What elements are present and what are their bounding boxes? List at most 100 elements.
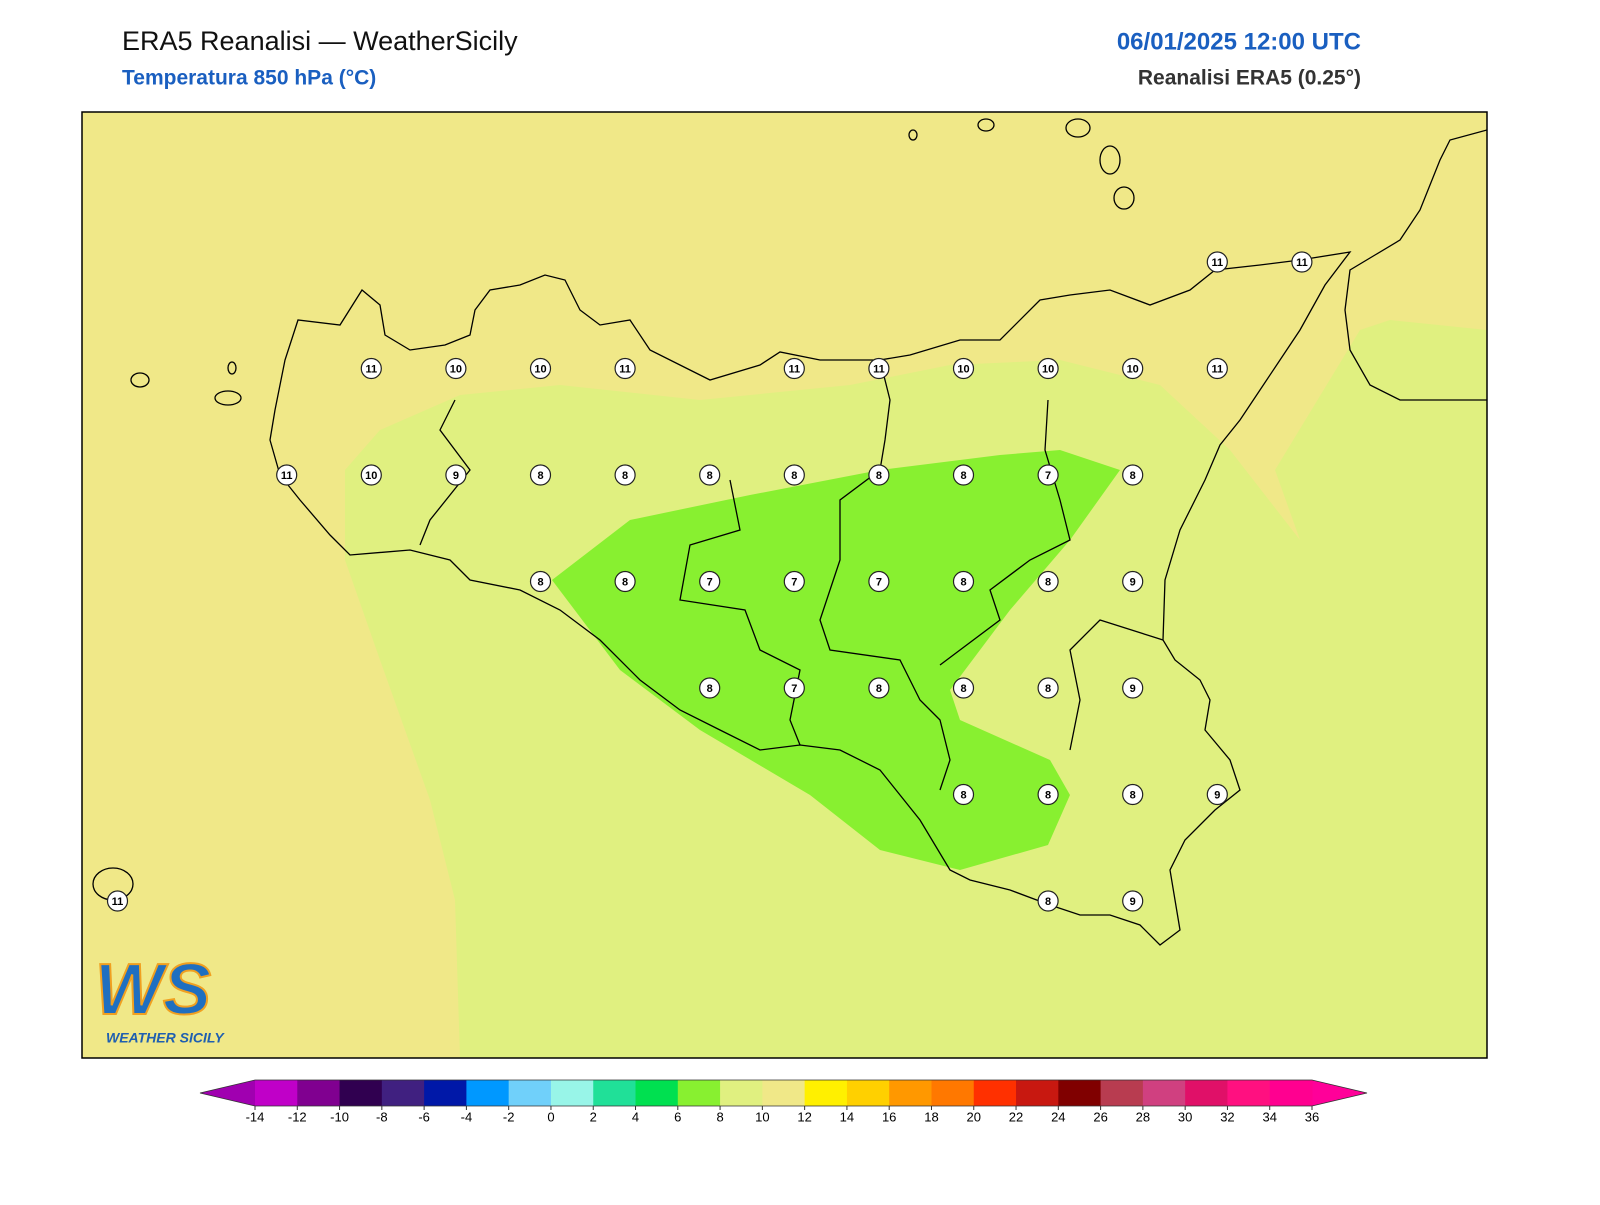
grid-point bbox=[1037, 570, 1059, 593]
grid-value: 8 bbox=[876, 470, 882, 482]
grid-point bbox=[445, 357, 467, 380]
grid-value: 8 bbox=[960, 789, 966, 801]
colorbar-segment bbox=[424, 1080, 467, 1106]
colorbar-tick-label: 16 bbox=[882, 1109, 896, 1124]
island bbox=[977, 118, 995, 132]
grid-value: 8 bbox=[1045, 896, 1051, 908]
grid-point bbox=[1037, 357, 1059, 380]
grid-point bbox=[783, 464, 805, 486]
grid-point bbox=[614, 570, 636, 593]
grid-value: 8 bbox=[707, 470, 713, 482]
grid-value: 10 bbox=[365, 470, 377, 482]
colorbar-segment bbox=[1100, 1080, 1144, 1106]
colorbar-segment bbox=[1269, 1080, 1313, 1106]
colorbar-segment bbox=[635, 1080, 679, 1106]
colorbar-tick-label: 8 bbox=[716, 1109, 723, 1124]
grid-value: 9 bbox=[1130, 683, 1136, 695]
grid-value: 8 bbox=[1045, 683, 1051, 695]
island bbox=[130, 372, 150, 388]
grid-point bbox=[1122, 890, 1144, 912]
grid-value: 11 bbox=[619, 363, 631, 375]
grid-value: 10 bbox=[450, 363, 462, 375]
colorbar-tick-label: -2 bbox=[503, 1109, 515, 1124]
colorbar-segment bbox=[973, 1080, 1017, 1106]
calabria-coast bbox=[1344, 129, 1487, 401]
colorbar-segment bbox=[846, 1080, 890, 1106]
grid-value: 8 bbox=[1045, 789, 1051, 801]
colorbar-tick-label: 28 bbox=[1136, 1109, 1150, 1124]
grid-point bbox=[1122, 677, 1144, 699]
grid-point bbox=[783, 677, 805, 699]
grid-point bbox=[868, 357, 890, 380]
grid-value: 11 bbox=[1296, 257, 1308, 269]
colorbar-segment bbox=[593, 1080, 637, 1106]
colorbar-segment bbox=[1016, 1080, 1059, 1106]
colorbar-tick-label: 12 bbox=[797, 1109, 811, 1124]
grid-value: 8 bbox=[537, 576, 543, 588]
colorbar-segment bbox=[1227, 1080, 1271, 1106]
grid-value: 8 bbox=[707, 683, 713, 695]
grid-point bbox=[952, 677, 975, 699]
grid-value: 8 bbox=[1045, 576, 1051, 588]
colorbar-tick-label: 4 bbox=[632, 1109, 639, 1124]
colorbar-tick-label: 26 bbox=[1093, 1109, 1107, 1124]
colorbar-segment bbox=[931, 1080, 975, 1106]
grid-value: 11 bbox=[1211, 257, 1223, 269]
grid-point bbox=[699, 464, 721, 486]
colorbar-tick-label: -12 bbox=[288, 1109, 307, 1124]
grid-points: 11 11 11 10 10 11 11 11 10 10 10 11 11 10 9 8 8 8 8 8 8 7 8 8 8 7… bbox=[106, 251, 1313, 912]
extend-min bbox=[200, 1080, 255, 1106]
colorbar-segment bbox=[889, 1080, 932, 1106]
grid-value: 10 bbox=[957, 363, 969, 375]
grid-value: 8 bbox=[960, 576, 966, 588]
colorbar-segment bbox=[381, 1080, 425, 1106]
island bbox=[908, 129, 918, 141]
logo-mark: WS bbox=[95, 950, 211, 1030]
grid-value: 8 bbox=[876, 683, 882, 695]
colorbar-segment bbox=[255, 1080, 298, 1106]
colorbar-segment bbox=[1185, 1080, 1228, 1106]
colorbar-tick-label: 32 bbox=[1220, 1109, 1234, 1124]
colorbar-tick-label: 20 bbox=[967, 1109, 981, 1124]
grid-value: 9 bbox=[1130, 576, 1136, 588]
island bbox=[214, 390, 242, 406]
grid-point bbox=[1122, 357, 1144, 380]
grid-point bbox=[783, 570, 805, 593]
colorbar-segment bbox=[1058, 1080, 1102, 1106]
grid-value: 11 bbox=[873, 363, 885, 375]
grid-value: 8 bbox=[622, 576, 628, 588]
logo-name: WEATHER SICILY bbox=[106, 1030, 225, 1046]
grid-point bbox=[1037, 890, 1059, 912]
logo: WS WEATHER SICILY bbox=[94, 949, 225, 1046]
grid-point bbox=[1122, 783, 1144, 806]
grid-value: 10 bbox=[1042, 363, 1054, 375]
grid-value: 8 bbox=[537, 470, 543, 482]
colorbar-segment bbox=[550, 1080, 594, 1106]
grid-value: 7 bbox=[876, 576, 882, 588]
colorbar-tick-label: -8 bbox=[376, 1109, 388, 1124]
colorbar-tick-label: 36 bbox=[1305, 1109, 1319, 1124]
colorbar-tick-label: 2 bbox=[590, 1109, 597, 1124]
colorbar-tick-label: -10 bbox=[330, 1109, 349, 1124]
colorbar-tick-label: 34 bbox=[1262, 1109, 1276, 1124]
datetime: 06/01/2025 12:00 UTC bbox=[1117, 28, 1361, 55]
grid-point bbox=[1206, 357, 1228, 380]
grid-value: 10 bbox=[534, 363, 546, 375]
colorbar-tick-label: 22 bbox=[1009, 1109, 1023, 1124]
colorbar-segment bbox=[677, 1080, 721, 1106]
grid-point bbox=[360, 357, 382, 380]
grid-point bbox=[529, 357, 552, 380]
grid-point bbox=[699, 570, 721, 593]
grid-point bbox=[614, 464, 636, 486]
grid-value: 9 bbox=[1214, 789, 1220, 801]
map-frame bbox=[81, 111, 1488, 1059]
grid-value: 9 bbox=[1130, 896, 1136, 908]
grid-value: 7 bbox=[791, 683, 797, 695]
grid-value: 8 bbox=[791, 470, 797, 482]
island bbox=[1113, 186, 1135, 210]
title: ERA5 Reanalisi — WeatherSicily bbox=[122, 26, 518, 56]
grid-point bbox=[1037, 783, 1059, 806]
colorbar-segment bbox=[720, 1080, 763, 1106]
colorbar-segment bbox=[339, 1080, 383, 1106]
island bbox=[227, 361, 237, 375]
